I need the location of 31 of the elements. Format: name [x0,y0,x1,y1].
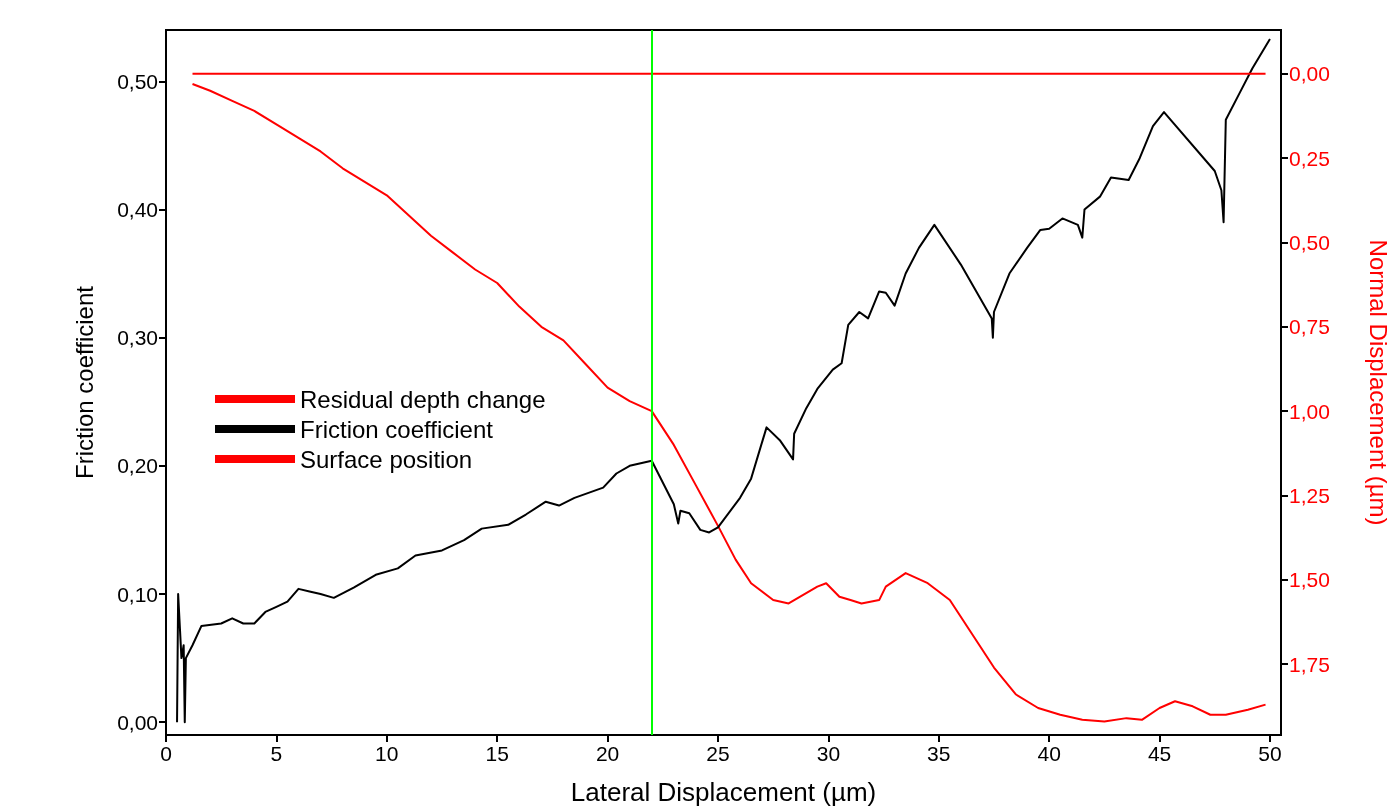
y2-tick-label: 1,50 [1289,568,1330,592]
y-tick-label: 0,30 [117,326,158,350]
y2-tick-label: 1,25 [1289,484,1330,507]
x-tick-label: 5 [270,742,283,765]
y2-tick-label: 1,00 [1289,399,1330,423]
x-tick-label: 30 [816,742,841,765]
y2-tick-label: 0,75 [1289,315,1330,339]
x-axis-title: Lateral Displacement (µm) [570,777,877,807]
x-tick-label: 50 [1258,742,1282,765]
x-tick-label: 15 [485,742,509,765]
x-tick-label: 25 [706,742,730,765]
legend-label: Surface position [300,445,473,473]
y2-tick-label: 0,25 [1289,146,1330,170]
x-tick-label: 45 [1147,742,1172,765]
x-tick-label: 0 [160,742,172,765]
x-tick-label: 35 [927,742,951,765]
y2-tick-label: 0,50 [1289,231,1330,255]
legend-label: Residual depth change [300,385,546,413]
y-axis-title: Friction coefficient [70,285,98,479]
x-tick-label: 40 [1037,742,1061,765]
y-tick-label: 0,00 [117,710,158,734]
y-tick-label: 0,10 [117,582,158,606]
y2-tick-label: 0,00 [1289,62,1330,86]
y2-tick-label: 1,75 [1289,652,1330,676]
x-tick-label: 10 [375,742,399,765]
y-tick-label: 0,40 [117,197,158,221]
y2-axis-title: Normal Displacement (µm) [1364,239,1392,526]
y-tick-label: 0,50 [117,69,158,93]
y-tick-label: 0,20 [117,454,158,478]
legend-label: Friction coefficient [300,415,494,443]
x-tick-label: 20 [595,742,620,765]
